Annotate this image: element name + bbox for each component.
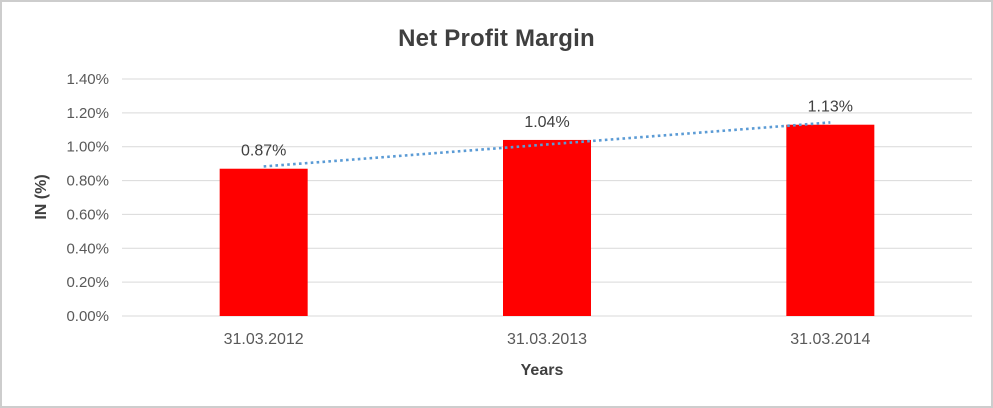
y-tick-label: 0.00%	[66, 308, 109, 325]
trendline	[263, 121, 831, 168]
bar-data-label: 1.04%	[524, 114, 569, 131]
bar	[786, 124, 875, 316]
bar	[219, 168, 308, 316]
bar	[503, 139, 591, 316]
x-tick-label: 31.03.2012	[224, 331, 304, 348]
x-tick-label: 31.03.2014	[790, 331, 870, 348]
y-tick-label: 0.80%	[66, 173, 109, 190]
x-tick-label: 31.03.2013	[507, 331, 587, 348]
y-tick-label: 1.20%	[66, 105, 109, 122]
y-tick-label: 0.40%	[66, 240, 109, 257]
chart-title: Net Profit Margin	[398, 25, 595, 52]
y-tick-label: 0.60%	[66, 206, 109, 223]
y-tick-label: 0.20%	[66, 274, 109, 291]
bar-data-label: 1.13%	[808, 99, 853, 116]
y-tick-label: 1.00%	[66, 139, 109, 156]
x-axis-title: Years	[520, 362, 564, 379]
bar-data-label: 0.87%	[241, 143, 286, 160]
y-tick-label: 1.40%	[66, 71, 109, 88]
